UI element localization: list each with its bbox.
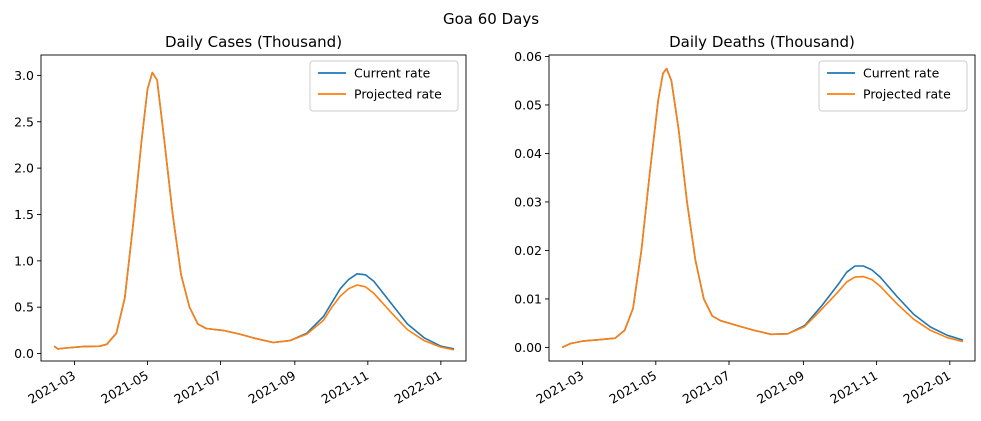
axes-frame-deaths bbox=[548, 54, 976, 362]
y-tick-label: 0.04 bbox=[514, 146, 542, 161]
x-tick-label: 2021-03 bbox=[25, 368, 78, 407]
legend-deaths: Current rate Projected rate bbox=[818, 60, 968, 112]
y-tick-label: 0.0 bbox=[14, 346, 34, 361]
series-line-current-rate-cases bbox=[53, 71, 455, 350]
chart-title-deaths: Daily Deaths (Thousand) bbox=[669, 33, 855, 51]
legend-box bbox=[309, 60, 459, 112]
x-tick-label: 2021-09 bbox=[754, 368, 807, 407]
figure-suptitle: Goa 60 Days bbox=[443, 10, 539, 28]
legend-label-current-rate: Current rate bbox=[354, 66, 431, 81]
x-tick-label: 2022-01 bbox=[901, 368, 954, 407]
y-tick-label: 0.00 bbox=[514, 340, 542, 355]
x-tick-label: 2022-01 bbox=[392, 368, 445, 407]
y-tick-label: 0.02 bbox=[514, 243, 542, 258]
y-tick-label: 2.0 bbox=[14, 161, 34, 176]
x-tick-label: 2021-11 bbox=[319, 368, 372, 407]
series-line-projected-rate-deaths bbox=[561, 67, 964, 349]
y-tick-label: 2.5 bbox=[14, 114, 34, 129]
x-tick-label: 2021-07 bbox=[171, 368, 224, 407]
y-tick-label: 0.03 bbox=[514, 194, 542, 209]
chart-daily-deaths: Daily Deaths (Thousand) 0.00 0.01 0.02 0.03 0… bbox=[514, 33, 976, 407]
chart-title-cases: Daily Cases (Thousand) bbox=[165, 33, 342, 51]
x-tick-label: 2021-05 bbox=[98, 368, 151, 407]
y-tick-label: 0.01 bbox=[514, 291, 542, 306]
legend-label-projected-rate: Projected rate bbox=[863, 87, 951, 102]
y-tick-label: 3.0 bbox=[14, 68, 34, 83]
x-tick-label: 2021-11 bbox=[827, 368, 880, 407]
y-tick-label: 0.05 bbox=[514, 97, 542, 112]
legend-box bbox=[818, 60, 968, 112]
chart-daily-cases: Daily Cases (Thousand) 0.0 0.5 1.0 1.5 2.0 2.5… bbox=[14, 33, 467, 407]
y-tick-label: 0.06 bbox=[514, 49, 542, 64]
y-tick-label: 1.0 bbox=[14, 253, 34, 268]
y-tick-label: 1.5 bbox=[14, 207, 34, 222]
y-tick-label: 0.5 bbox=[14, 300, 34, 315]
axes-frame-cases bbox=[40, 54, 467, 362]
legend-label-current-rate: Current rate bbox=[863, 66, 940, 81]
x-tick-label: 2021-09 bbox=[246, 368, 299, 407]
x-tick-label: 2021-03 bbox=[533, 368, 586, 407]
legend-label-projected-rate: Projected rate bbox=[354, 87, 442, 102]
legend-cases: Current rate Projected rate bbox=[309, 60, 459, 112]
x-tick-label: 2021-05 bbox=[607, 368, 660, 407]
x-tick-label: 2021-07 bbox=[680, 368, 733, 407]
series-line-projected-rate-cases bbox=[53, 71, 455, 351]
